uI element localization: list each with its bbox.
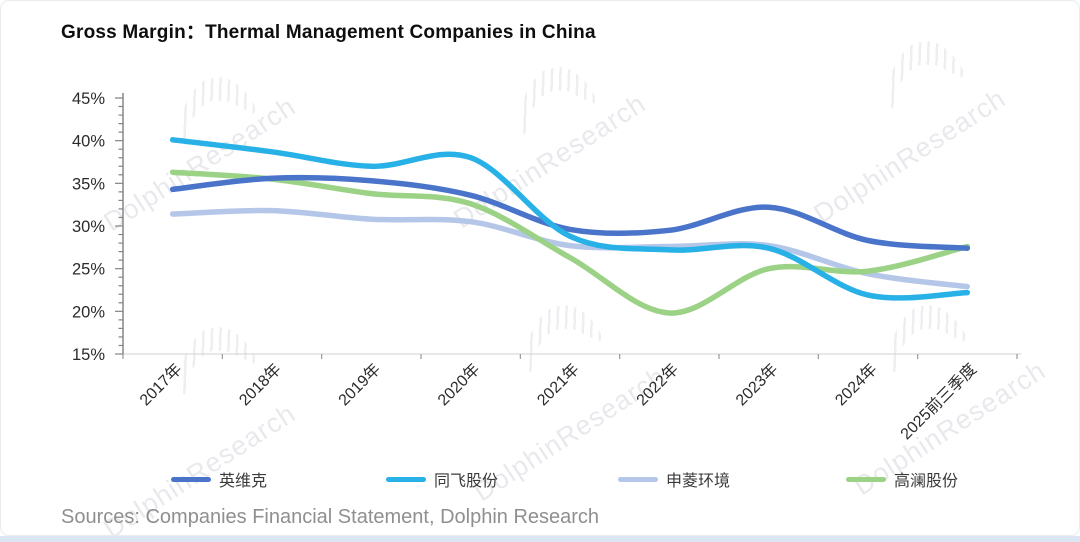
page-background-strip <box>0 536 1080 542</box>
y-axis-label: 15% <box>72 346 105 364</box>
series-line-2 <box>169 207 971 290</box>
x-axis-label: 2025前三季度 <box>897 360 980 443</box>
x-axis-label: 2020年 <box>434 360 483 409</box>
chart-legend: 英维克 同飞股份 申菱环境 高澜股份 <box>1 467 1079 495</box>
legend-label: 英维克 <box>219 473 268 490</box>
legend-line-swatch <box>846 476 886 482</box>
sources-note: Sources: Companies Financial Statement, … <box>61 506 600 528</box>
legend-label: 高澜股份 <box>894 473 959 490</box>
y-axis-label: 25% <box>72 261 105 279</box>
x-axis-label: 2023年 <box>732 360 781 409</box>
legend-line-swatch <box>386 476 426 482</box>
series-line-3 <box>169 169 971 316</box>
y-axis-label: 30% <box>72 218 105 236</box>
x-axis-label: 2021年 <box>534 360 583 409</box>
legend-line-swatch <box>618 476 658 482</box>
legend-label: 同飞股份 <box>434 473 499 490</box>
legend-item-tongfei[interactable]: 同飞股份 <box>386 467 498 491</box>
x-axis-label: 2022年 <box>633 360 682 409</box>
x-axis-label: 2019年 <box>335 360 384 409</box>
series-line-0 <box>169 174 971 251</box>
y-axis-label: 45% <box>72 90 105 108</box>
chart-title: Gross Margin：Thermal Management Companie… <box>61 22 596 43</box>
legend-item-yingweike[interactable]: 英维克 <box>171 467 267 491</box>
legend-item-shenling[interactable]: 申菱环境 <box>618 467 730 491</box>
x-axis-label: 2018年 <box>236 360 285 409</box>
legend-label: 申菱环境 <box>666 473 731 490</box>
series-line-1 <box>169 137 971 301</box>
x-axis-label: 2017年 <box>136 360 185 409</box>
y-axis-label: 20% <box>72 303 105 321</box>
legend-line-swatch <box>171 476 211 482</box>
y-axis-label: 40% <box>72 133 105 151</box>
y-axis-label: 35% <box>72 175 105 193</box>
legend-item-gaolan[interactable]: 高澜股份 <box>846 467 958 491</box>
x-axis-label: 2024年 <box>832 360 881 409</box>
